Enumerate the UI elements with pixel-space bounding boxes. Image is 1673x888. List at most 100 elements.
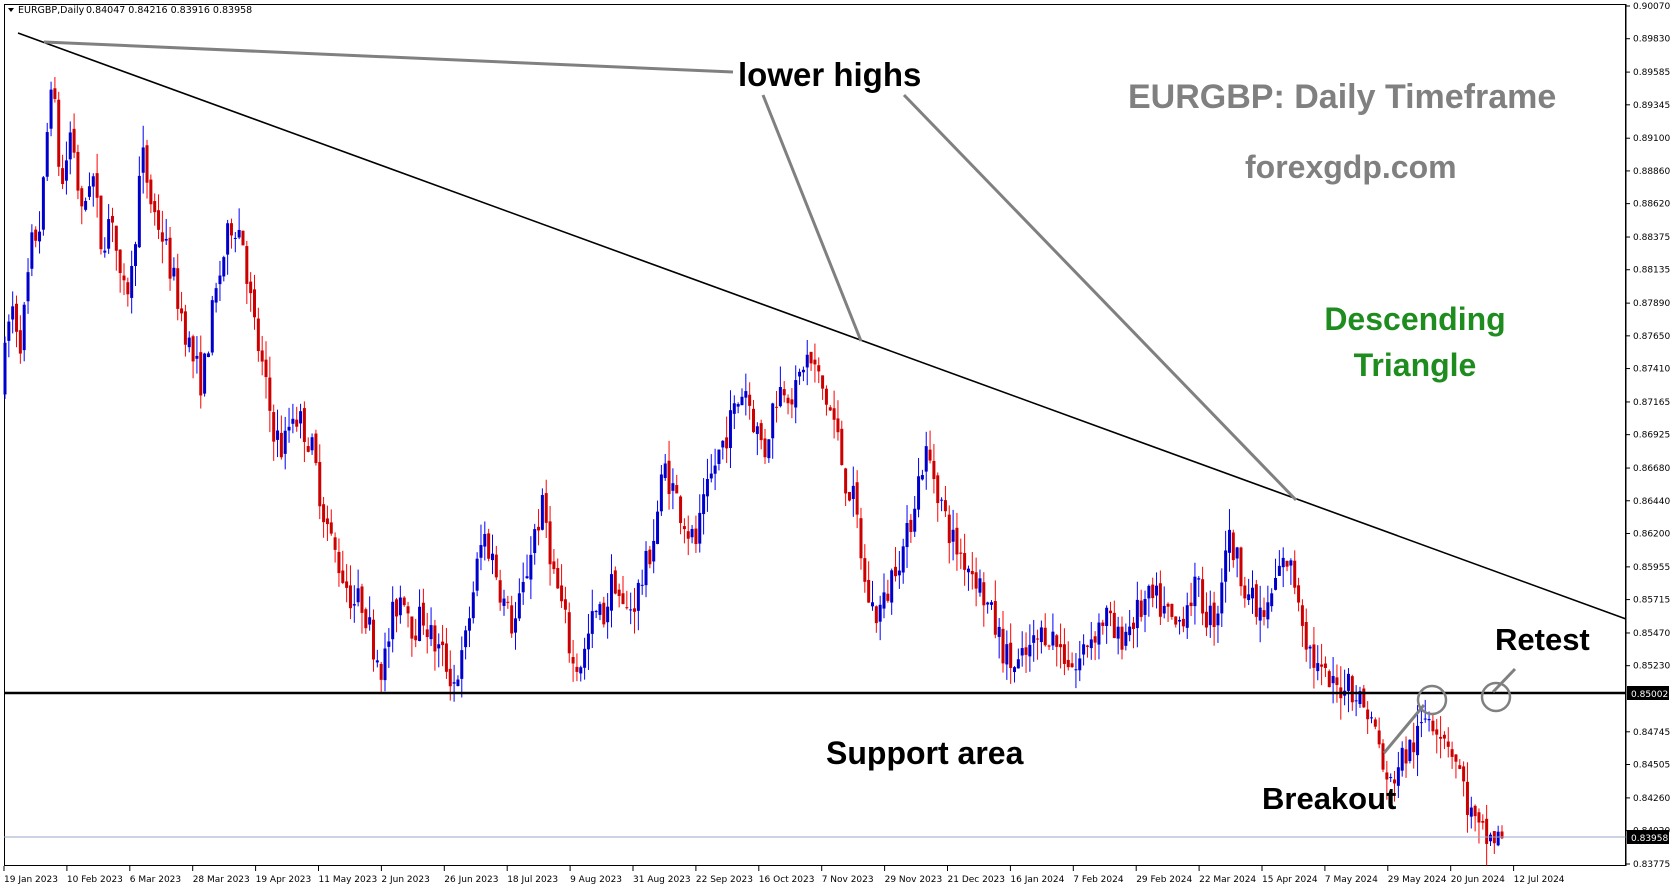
candle bbox=[705, 458, 709, 512]
candle bbox=[1369, 711, 1373, 724]
candle bbox=[1155, 572, 1159, 609]
candle bbox=[947, 505, 951, 564]
candle-body bbox=[1297, 585, 1301, 603]
candle bbox=[836, 400, 840, 441]
candle-body bbox=[1346, 673, 1350, 691]
candle-body bbox=[1477, 812, 1481, 823]
candle-body bbox=[229, 223, 233, 236]
candle-body bbox=[909, 519, 913, 533]
candle bbox=[771, 402, 775, 459]
candle-body bbox=[325, 518, 329, 525]
candle bbox=[1189, 582, 1193, 616]
candle bbox=[725, 416, 729, 463]
candle-body bbox=[936, 475, 940, 504]
time-tick-label: 28 Mar 2023 bbox=[193, 875, 250, 885]
candle-body bbox=[1235, 547, 1239, 559]
candle bbox=[1047, 644, 1051, 651]
candle-body bbox=[659, 474, 663, 512]
candle bbox=[1132, 617, 1136, 649]
chart-menu-triangle-icon[interactable] bbox=[8, 8, 14, 12]
candle bbox=[375, 649, 379, 668]
candle bbox=[1254, 579, 1258, 625]
descending-trendline[interactable] bbox=[17, 32, 1627, 620]
candle-body bbox=[894, 566, 898, 577]
candle bbox=[1251, 570, 1254, 614]
candle-body bbox=[1247, 594, 1251, 601]
candle bbox=[467, 606, 471, 648]
candle-body bbox=[448, 668, 452, 687]
candle bbox=[45, 122, 49, 181]
candle bbox=[402, 596, 406, 607]
candle bbox=[782, 381, 786, 403]
retest-pointer bbox=[1491, 667, 1517, 694]
current-price-value: 0.83958 bbox=[1631, 834, 1668, 844]
candle bbox=[978, 569, 982, 597]
time-tick-label: 15 Apr 2024 bbox=[1262, 875, 1318, 885]
candle bbox=[740, 388, 744, 406]
candle bbox=[1039, 620, 1043, 654]
retest-circle bbox=[1480, 681, 1512, 713]
candle bbox=[57, 91, 61, 177]
candle-body bbox=[1028, 644, 1032, 657]
candle-body bbox=[583, 648, 587, 668]
price-axis[interactable]: 0.90070 0.89830 0.89585 0.89345 0.89100 0.888… bbox=[1625, 2, 1670, 870]
candle-body bbox=[341, 570, 345, 583]
time-tick-label: 29 Feb 2024 bbox=[1136, 875, 1192, 885]
candle-body bbox=[502, 598, 506, 606]
candle-body bbox=[798, 371, 802, 377]
support-price-tag: 0.85002 bbox=[1627, 686, 1669, 700]
time-tick-label: 22 Mar 2024 bbox=[1199, 875, 1256, 885]
candle bbox=[1454, 754, 1458, 779]
chart-title: EURGBP: Daily Timeframe bbox=[1128, 78, 1556, 116]
candle-body bbox=[153, 201, 157, 213]
candle bbox=[1239, 546, 1243, 596]
candle bbox=[1450, 741, 1454, 769]
candle-body bbox=[1416, 725, 1420, 756]
candle-body bbox=[337, 551, 341, 574]
candle-body bbox=[410, 616, 414, 639]
candle-body bbox=[1293, 560, 1297, 588]
candle-body bbox=[1143, 598, 1147, 615]
candle bbox=[863, 544, 867, 593]
price-tick-label: 0.86440 bbox=[1633, 497, 1670, 507]
candle bbox=[748, 382, 752, 420]
candle bbox=[11, 291, 15, 334]
time-tick-label: 31 Aug 2023 bbox=[633, 875, 691, 885]
candle bbox=[1097, 613, 1101, 660]
candle-body bbox=[1097, 622, 1101, 645]
candle bbox=[475, 552, 479, 597]
lower-highs-label: lower highs bbox=[738, 56, 921, 93]
price-tick-label: 0.86925 bbox=[1633, 431, 1670, 441]
lower-highs-pointer-1 bbox=[761, 94, 863, 342]
candle bbox=[790, 388, 794, 419]
candle-body bbox=[1201, 579, 1205, 614]
candle-body bbox=[1300, 605, 1304, 626]
candle bbox=[137, 156, 141, 249]
candle bbox=[1366, 701, 1370, 735]
candle bbox=[870, 580, 874, 611]
candle-body bbox=[552, 561, 556, 570]
price-tick-label: 0.84745 bbox=[1633, 728, 1670, 738]
candle-body bbox=[917, 476, 921, 510]
candle-body bbox=[517, 593, 521, 619]
time-tick-label: 29 May 2024 bbox=[1388, 875, 1447, 885]
candle bbox=[1009, 623, 1013, 684]
price-tick-label: 0.84505 bbox=[1633, 761, 1670, 771]
time-axis[interactable]: 19 Jan 2023 10 Feb 2023 6 Mar 2023 28 Mar 2… bbox=[3, 866, 1565, 885]
candle-body bbox=[494, 554, 498, 578]
candle bbox=[897, 551, 901, 589]
candle-body bbox=[84, 200, 88, 210]
candle-body bbox=[1166, 603, 1170, 607]
candle bbox=[828, 405, 832, 411]
candle bbox=[391, 586, 395, 653]
candle bbox=[1101, 619, 1105, 635]
candle bbox=[1393, 770, 1397, 802]
watermark-text: forexgdp.com bbox=[1245, 149, 1457, 185]
candle-body bbox=[924, 446, 928, 472]
candle-body bbox=[521, 581, 525, 593]
candle bbox=[540, 488, 544, 531]
candle bbox=[775, 391, 779, 423]
candle-body bbox=[702, 494, 706, 515]
candle bbox=[429, 607, 433, 647]
